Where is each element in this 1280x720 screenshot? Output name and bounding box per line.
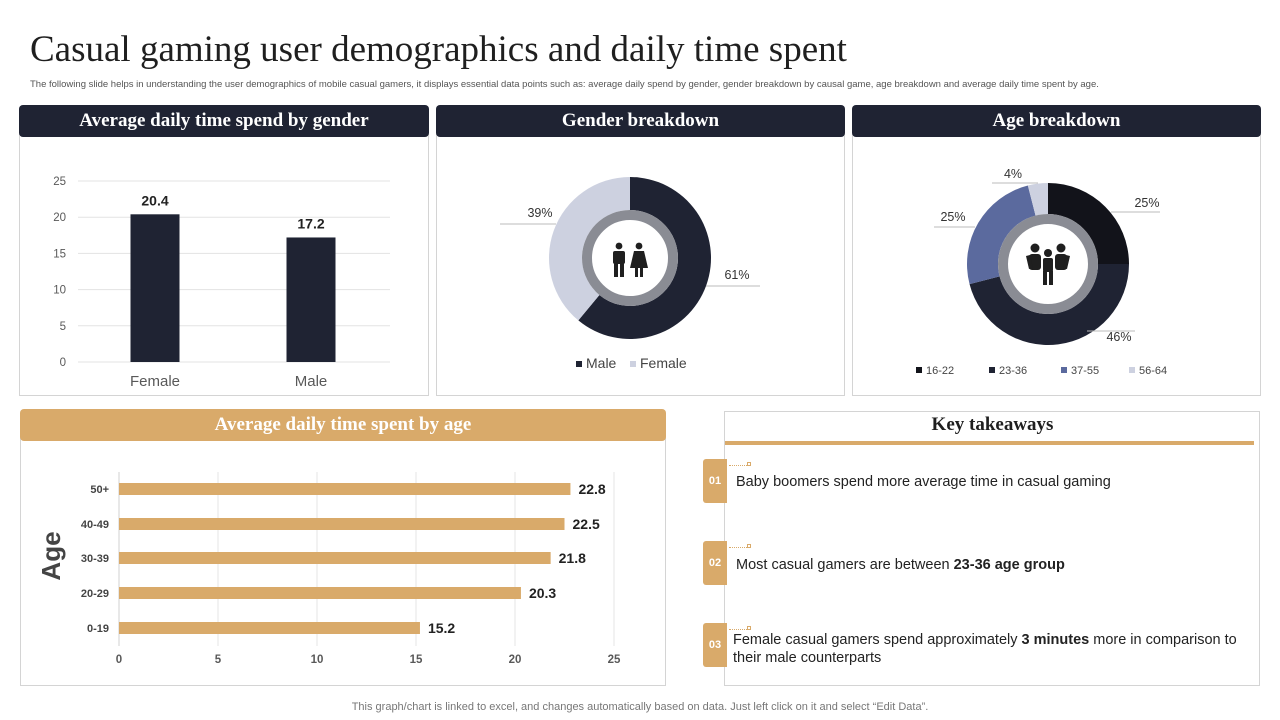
x-tick-label: 5 (215, 654, 222, 666)
y-tick-label: 0-19 (87, 623, 109, 635)
legend-label: 56-64 (1139, 365, 1167, 377)
donut-slice (578, 177, 711, 339)
age-time-header: Average daily time spent by age (20, 409, 666, 441)
x-tick-label: Male (295, 373, 328, 390)
y-tick-label: 25 (53, 176, 66, 188)
bar (130, 214, 180, 362)
gender-time-header: Average daily time spend by gender (19, 105, 429, 137)
bar (119, 552, 551, 564)
y-tick-label: 20 (53, 212, 66, 224)
slice-label: 25% (940, 210, 965, 224)
donut-slice (967, 185, 1036, 285)
bar (286, 237, 336, 362)
legend-label: 37-55 (1071, 365, 1099, 377)
data-label: 22.5 (573, 516, 600, 532)
page-title: Casual gaming user demographics and dail… (30, 29, 847, 70)
legend-swatch (989, 367, 995, 373)
bar (119, 622, 420, 634)
takeaway-connector (729, 547, 749, 548)
data-label: 15.2 (428, 620, 455, 636)
people-icon (613, 242, 648, 277)
legend-swatch (630, 361, 636, 367)
takeaway-connector (729, 629, 749, 630)
data-label: 20.3 (529, 585, 556, 601)
legend-label: 23-36 (999, 365, 1027, 377)
age-breakdown-header: Age breakdown (852, 105, 1261, 137)
slice-label: 46% (1106, 330, 1131, 344)
donut-slice (1048, 183, 1129, 264)
legend-label: Male (586, 355, 617, 371)
data-label: 20.4 (141, 192, 168, 208)
takeaway-text: Most casual gamers are between 23-36 age… (736, 556, 1256, 574)
data-label: 22.8 (578, 481, 605, 497)
takeaways-title: Key takeaways (931, 414, 1054, 435)
x-tick-label: 15 (410, 654, 423, 666)
x-tick-label: Female (130, 373, 180, 390)
data-label: 21.8 (559, 550, 586, 566)
bar (119, 587, 521, 599)
takeaway-text-bold: 3 minutes (1021, 632, 1090, 648)
gender-breakdown-header: Gender breakdown (436, 105, 845, 137)
takeaway-text: Baby boomers spend more average time in … (736, 473, 1256, 491)
takeaways-underline (725, 441, 1254, 445)
bar (119, 518, 565, 530)
data-label: 17.2 (297, 215, 324, 231)
x-tick-label: 20 (509, 654, 522, 666)
y-tick-label: 40-49 (81, 519, 109, 531)
takeaway-number: 01 (703, 459, 727, 503)
footnote: This graph/chart is linked to excel, and… (351, 701, 929, 713)
y-tick-label: 5 (60, 321, 66, 333)
x-tick-label: 10 (311, 654, 324, 666)
takeaway-text-part: more in comparison to their male counter… (733, 632, 1237, 666)
legend-swatch (1061, 367, 1067, 373)
takeaway-text-bold: 23-36 age group (953, 557, 1065, 573)
legend-swatch (916, 367, 922, 373)
x-tick-label: 25 (608, 654, 621, 666)
takeaway-text-part: Female casual gamers spend approximately (733, 632, 1022, 648)
x-tick-label: 0 (116, 654, 122, 666)
page-subtitle: The following slide helps in understandi… (30, 79, 1099, 90)
slice-label: 4% (1004, 167, 1022, 181)
legend-label: Female (640, 355, 687, 371)
gender-time-panel (19, 134, 429, 396)
takeaway-dot (747, 626, 751, 630)
donut-slice (1027, 183, 1048, 216)
takeaway-text-part: Most casual gamers are between (736, 557, 954, 573)
slice-label: 39% (527, 206, 552, 220)
y-tick-label: 0 (60, 357, 66, 369)
slice-label: 25% (1134, 196, 1159, 210)
y-tick-label: 10 (53, 285, 66, 297)
takeaway-number: 02 (703, 541, 727, 585)
donut-slice (969, 264, 1129, 345)
legend-swatch (576, 361, 582, 367)
y-axis-title: Age (36, 531, 66, 580)
donut-inner-ring (582, 210, 678, 306)
legend-swatch (1129, 367, 1135, 373)
takeaway-text-part: Baby boomers spend more average time in … (736, 474, 1111, 490)
family-icon (1026, 243, 1070, 285)
takeaway-number: 03 (703, 623, 727, 667)
bar (119, 483, 571, 495)
y-tick-label: 20-29 (81, 588, 109, 600)
y-tick-label: 50+ (90, 484, 109, 496)
takeaways-panel (724, 411, 1260, 686)
takeaway-connector (729, 465, 749, 466)
legend-label: 16-22 (926, 365, 954, 377)
slice-label: 61% (724, 268, 749, 282)
y-tick-label: 30-39 (81, 553, 109, 565)
takeaway-dot (747, 462, 751, 466)
takeaway-dot (747, 544, 751, 548)
donut-slice (548, 177, 630, 321)
takeaway-text: Female casual gamers spend approximately… (733, 631, 1253, 667)
y-tick-label: 15 (53, 248, 66, 260)
